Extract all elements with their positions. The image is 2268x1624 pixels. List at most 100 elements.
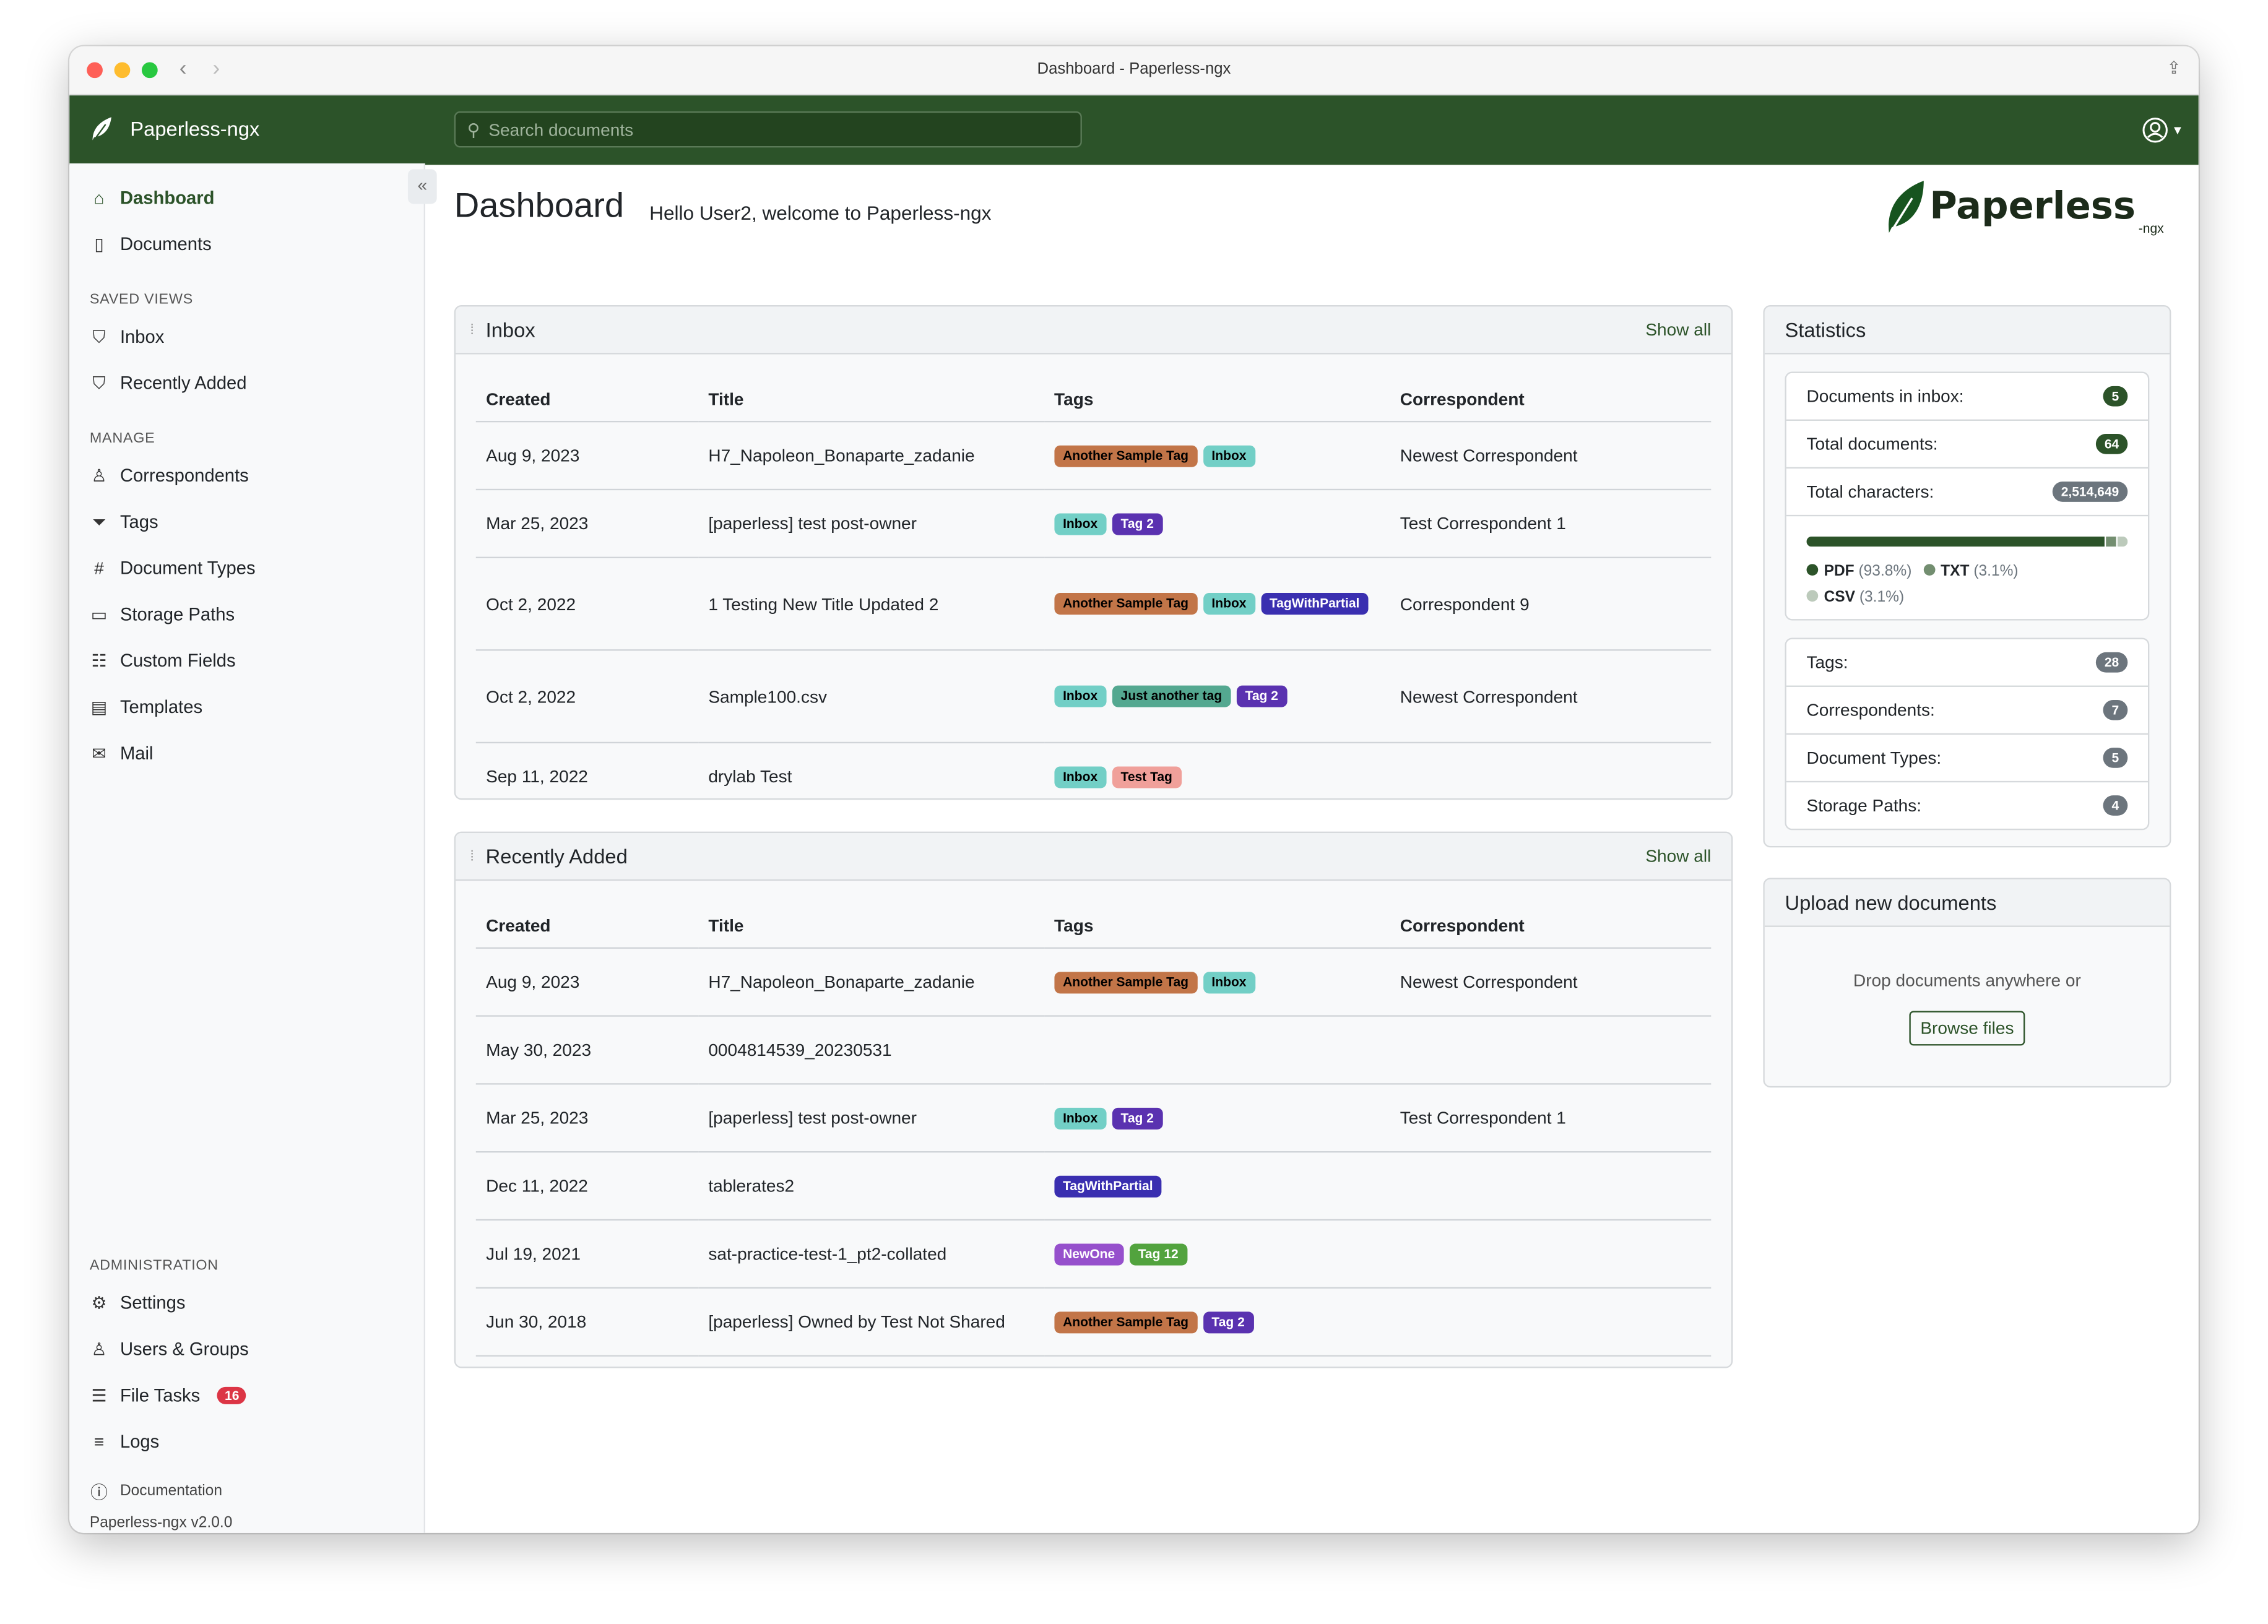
sidebar-item-document-types[interactable]: # Document Types [69, 545, 423, 592]
tag-badge[interactable]: Another Sample Tag [1054, 444, 1198, 467]
title-cell[interactable]: Sample100.csv [698, 650, 1044, 744]
sidebar-item-inbox[interactable]: ⛉ Inbox [69, 314, 423, 360]
stat-label: Tags: [1806, 652, 1848, 673]
tag-badge[interactable]: Tag 2 [1112, 512, 1162, 535]
sidebar-item-users-groups[interactable]: ♙ Users & Groups [69, 1326, 423, 1373]
correspondent-cell[interactable] [1390, 742, 1712, 798]
minimize-window-button[interactable] [114, 62, 131, 79]
tag-badge[interactable]: Inbox [1054, 512, 1107, 535]
title-cell[interactable]: drylab Test [698, 742, 1044, 798]
column-header[interactable]: Created [475, 377, 698, 423]
correspondent-cell[interactable]: Test Correspondent 1 [1390, 1084, 1712, 1153]
tag-badge[interactable]: Inbox [1203, 971, 1255, 993]
tag-badge[interactable]: Test Tag [1112, 766, 1181, 788]
title-cell[interactable]: tablerates2 [698, 1152, 1044, 1221]
correspondent-cell[interactable]: Newest Correspondent [1390, 421, 1712, 491]
sidebar-item-recently-added[interactable]: ⛉ Recently Added [69, 360, 423, 407]
column-header[interactable]: Correspondent [1390, 904, 1712, 949]
tag-badge[interactable]: Another Sample Tag [1054, 593, 1198, 615]
column-header[interactable]: Correspondent [1390, 377, 1712, 423]
sidebar-item-label: Storage Paths [119, 604, 235, 625]
table-row[interactable]: Aug 9, 2023 H7_Napoleon_Bonaparte_zadanie… [475, 948, 1712, 1017]
back-icon[interactable]: ‹ [179, 56, 187, 81]
sidebar-item-storage-paths[interactable]: ▭ Storage Paths [69, 592, 423, 638]
table-row[interactable]: Aug 9, 2023 H7_Napoleon_Bonaparte_zadanie… [475, 421, 1712, 491]
tag-badge[interactable]: Another Sample Tag [1054, 1311, 1198, 1333]
tag-badge[interactable]: Inbox [1054, 685, 1107, 707]
table-row[interactable]: Jun 30, 2018 [paperless] Owned by Test No… [475, 1287, 1712, 1357]
sidebar-item-file-tasks[interactable]: ☰ File Tasks 16 [69, 1373, 423, 1419]
drag-handle-icon[interactable]: ⁞ [470, 848, 474, 865]
table-row[interactable]: Mar 25, 2023 [paperless] test post-owner I… [475, 489, 1712, 558]
sidebar-item-documents[interactable]: ▯ Documents [69, 222, 423, 268]
forward-icon[interactable]: › [212, 56, 220, 81]
title-cell[interactable]: 1 Testing New Title Updated 2 [698, 557, 1044, 651]
title-cell[interactable]: [paperless] Owned by Test Not Shared [698, 1287, 1044, 1357]
sidebar-item-logs[interactable]: ≡ Logs [69, 1419, 423, 1465]
tag-badge[interactable]: NewOne [1054, 1243, 1124, 1265]
sidebar-item-correspondents[interactable]: ♙ Correspondents [69, 452, 423, 499]
brand[interactable]: Paperless-ngx [90, 116, 259, 142]
zoom-window-button[interactable] [141, 62, 158, 79]
tag-badge[interactable]: Inbox [1054, 1107, 1107, 1129]
stat-row[interactable]: Correspondents: 7 [1786, 687, 2148, 735]
documentation-link[interactable]: ⓘ Documentation [69, 1474, 423, 1508]
column-header[interactable]: Title [698, 377, 1044, 423]
sidebar-item-custom-fields[interactable]: ☷ Custom Fields [69, 637, 423, 684]
sidebar-item-mail[interactable]: ✉ Mail [69, 730, 423, 777]
search-input[interactable]: ⚲ Search documents [454, 111, 1082, 148]
tag-badge[interactable]: TagWithPartial [1054, 1175, 1162, 1197]
drag-handle-icon[interactable]: ⁞ [470, 321, 474, 338]
table-row[interactable]: Oct 2, 2022 1 Testing New Title Updated 2… [475, 557, 1712, 651]
correspondent-cell[interactable]: Newest Correspondent [1390, 650, 1712, 744]
title-cell[interactable]: 0004814539_20230531 [698, 1016, 1044, 1085]
tag-badge[interactable]: TagWithPartial [1260, 593, 1369, 615]
table-row[interactable]: May 30, 2023 0004814539_20230531 [475, 1016, 1712, 1085]
show-all-link[interactable]: Show all [1645, 845, 1712, 866]
stat-row[interactable]: Storage Paths: 4 [1786, 782, 2148, 829]
correspondent-cell[interactable]: Correspondent 9 [1390, 557, 1712, 651]
tag-badge[interactable]: Inbox [1203, 593, 1255, 615]
close-window-button[interactable] [87, 62, 103, 79]
user-menu-button[interactable]: ▾ [2142, 117, 2181, 143]
table-row[interactable]: Mar 25, 2023 [paperless] test post-owner I… [475, 1084, 1712, 1153]
table-row[interactable]: Dec 11, 2022 tablerates2 TagWithPartial [475, 1152, 1712, 1221]
title-cell[interactable]: H7_Napoleon_Bonaparte_zadanie [698, 948, 1044, 1017]
correspondent-cell[interactable] [1390, 1287, 1712, 1357]
stat-row[interactable]: Tags: 28 [1786, 639, 2148, 687]
column-header[interactable]: Tags [1044, 904, 1390, 949]
column-header[interactable]: Created [475, 904, 698, 949]
tag-badge[interactable]: Inbox [1203, 444, 1255, 467]
tag-badge[interactable]: Just another tag [1112, 685, 1231, 707]
sidebar-item-settings[interactable]: ⚙ Settings [69, 1280, 423, 1326]
table-row[interactable]: Oct 2, 2022 Sample100.csv Inbox Just anothe… [475, 650, 1712, 744]
tag-badge[interactable]: Another Sample Tag [1054, 971, 1198, 993]
tag-badge[interactable]: Tag 2 [1112, 1107, 1162, 1129]
collapse-sidebar-button[interactable]: « [407, 169, 437, 204]
column-header[interactable]: Tags [1044, 377, 1390, 423]
correspondent-cell[interactable]: Test Correspondent 1 [1390, 489, 1712, 558]
show-all-link[interactable]: Show all [1645, 319, 1712, 340]
table-row[interactable]: Jul 19, 2021 sat-practice-test-1_pt2-coll… [475, 1220, 1712, 1289]
title-cell[interactable]: [paperless] test post-owner [698, 489, 1044, 558]
sidebar-item-dashboard[interactable]: ⌂ Dashboard [69, 175, 423, 222]
stat-row[interactable]: Document Types: 5 [1786, 735, 2148, 783]
folder-icon: ▭ [90, 604, 108, 625]
title-cell[interactable]: H7_Napoleon_Bonaparte_zadanie [698, 421, 1044, 491]
tag-badge[interactable]: Inbox [1054, 766, 1107, 788]
browse-files-button[interactable]: Browse files [1908, 1011, 2026, 1046]
correspondent-cell[interactable] [1390, 1016, 1712, 1085]
title-cell[interactable]: [paperless] test post-owner [698, 1084, 1044, 1153]
sidebar-item-templates[interactable]: ▤ Templates [69, 684, 423, 730]
sidebar-item-tags[interactable]: ⏷ Tags [69, 499, 423, 545]
tag-badge[interactable]: Tag 2 [1236, 685, 1287, 707]
correspondent-cell[interactable] [1390, 1220, 1712, 1289]
share-icon[interactable]: ⇪ [2166, 58, 2181, 79]
correspondent-cell[interactable] [1390, 1152, 1712, 1221]
table-row[interactable]: Sep 11, 2022 drylab Test Inbox Test Tag [475, 742, 1712, 798]
column-header[interactable]: Title [698, 904, 1044, 949]
correspondent-cell[interactable]: Newest Correspondent [1390, 948, 1712, 1017]
title-cell[interactable]: sat-practice-test-1_pt2-collated [698, 1220, 1044, 1289]
tag-badge[interactable]: Tag 12 [1129, 1243, 1187, 1265]
tag-badge[interactable]: Tag 2 [1203, 1311, 1253, 1333]
